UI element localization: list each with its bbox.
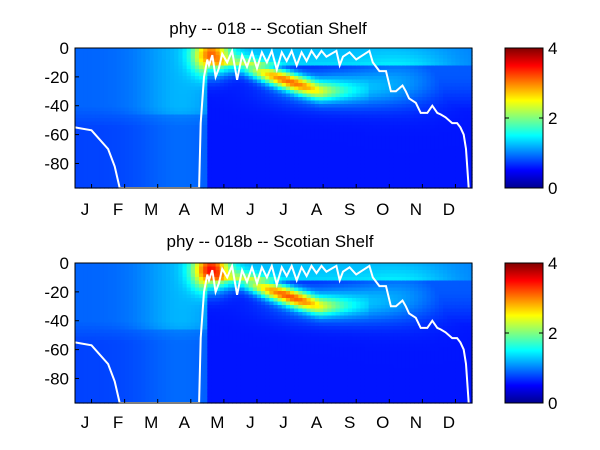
x-tick-label: M bbox=[144, 200, 158, 219]
y-tick-label: 0 bbox=[60, 39, 69, 58]
y-tick-label: -40 bbox=[44, 312, 69, 331]
y-tick-label: -20 bbox=[44, 68, 69, 87]
x-tick-label: O bbox=[376, 200, 389, 219]
x-tick-label: J bbox=[279, 200, 288, 219]
panel-bottom: phy -- 018b -- Scotian Shelf 0 -20 -40 -60 -… bbox=[44, 232, 557, 432]
x-tick-label: D bbox=[443, 413, 455, 432]
chart-title-bottom: phy -- 018b -- Scotian Shelf bbox=[167, 232, 374, 251]
x-tick-label: J bbox=[246, 200, 255, 219]
colorbar-tick-label: 4 bbox=[548, 254, 557, 273]
x-tick-label: J bbox=[81, 413, 90, 432]
x-tick-label: F bbox=[113, 413, 123, 432]
mld-line-top bbox=[74, 47, 470, 189]
y-tick-label: -80 bbox=[44, 154, 69, 173]
colorbar-top: 0 2 4 bbox=[504, 39, 557, 198]
x-tick-label: J bbox=[279, 413, 288, 432]
x-tick-label: M bbox=[144, 413, 158, 432]
x-tick-label: S bbox=[344, 413, 355, 432]
x-tick-label: J bbox=[246, 413, 255, 432]
x-tick-label: M bbox=[210, 200, 224, 219]
x-tick-label: J bbox=[81, 200, 90, 219]
x-tick-label: O bbox=[376, 413, 389, 432]
colorbar-bottom: 0 2 4 bbox=[504, 254, 557, 413]
y-tick-label: -60 bbox=[44, 341, 69, 360]
colorbar-tick-label: 2 bbox=[548, 324, 557, 343]
heatmap-bottom bbox=[75, 263, 473, 404]
x-tick-label: S bbox=[344, 200, 355, 219]
y-tick-label: -60 bbox=[44, 126, 69, 145]
heatmap-top bbox=[75, 48, 473, 189]
colorbar-tick-label: 0 bbox=[548, 179, 557, 198]
y-tick-label: -80 bbox=[44, 369, 69, 388]
x-tick-label: D bbox=[443, 200, 455, 219]
colorbar-tick-label: 4 bbox=[548, 39, 557, 58]
x-tick-label: N bbox=[410, 200, 422, 219]
x-tick-label: N bbox=[410, 413, 422, 432]
panel-top: phy -- 018 -- Scotian Shelf 0 -20 -40 -60 -8… bbox=[44, 19, 557, 219]
x-tick-label: F bbox=[113, 200, 123, 219]
chart-title-top: phy -- 018 -- Scotian Shelf bbox=[169, 19, 367, 38]
y-tick-label: -40 bbox=[44, 97, 69, 116]
colorbar-tick-label: 2 bbox=[548, 109, 557, 128]
axes-top: 0-20-40-60-80J F M A M J J A S O N D bbox=[44, 39, 473, 219]
mld-line-bottom bbox=[74, 262, 470, 404]
x-tick-label: M bbox=[210, 413, 224, 432]
x-tick-label: A bbox=[311, 413, 323, 432]
y-tick-label: -20 bbox=[44, 283, 69, 302]
colorbar-gradient bbox=[504, 262, 544, 404]
y-tick-label: 0 bbox=[60, 254, 69, 273]
x-tick-label: A bbox=[179, 200, 191, 219]
x-tick-label: A bbox=[311, 200, 323, 219]
colorbar-tick-label: 0 bbox=[548, 394, 557, 413]
x-tick-label: A bbox=[179, 413, 191, 432]
colorbar-gradient bbox=[504, 47, 544, 189]
axes-bottom: 0-20-40-60-80J F M A M J J A S O N D bbox=[44, 254, 473, 432]
